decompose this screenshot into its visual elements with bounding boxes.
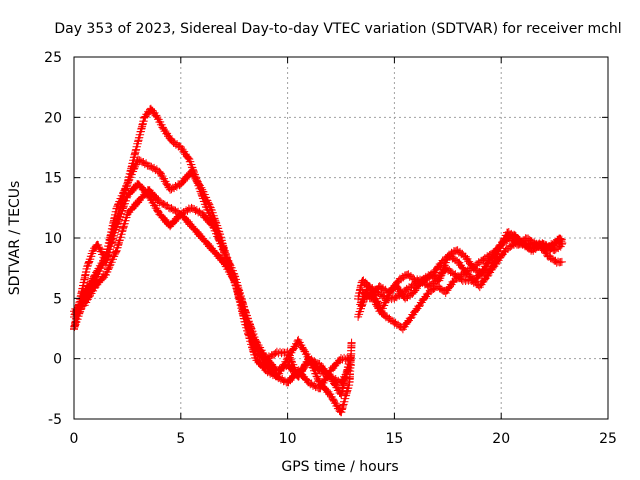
y-axis-label: SDTVAR / TECUs [7,181,23,296]
x-axis-label: GPS time / hours [281,459,398,475]
y-tick-label: 0 [53,352,62,368]
series-markers [358,228,567,303]
x-tick-label: 25 [599,431,617,447]
y-tick-label: 15 [44,171,62,187]
series-track-8 [358,228,567,303]
y-tick-label: -5 [48,412,62,428]
chart-title: Day 353 of 2023, Sidereal Day-to-day VTE… [54,21,621,37]
data-layer [70,104,567,417]
y-tick-label: 25 [44,50,62,66]
y-tick-label: 10 [44,231,62,247]
y-tick-label: 20 [44,110,62,126]
x-tick-label: 15 [385,431,403,447]
x-tick-label: 20 [492,431,510,447]
x-tick-label: 5 [176,431,185,447]
y-tick-label: 5 [53,291,62,307]
tick-layer: 0 5 10 15 20 25 -5 0 5 10 15 20 25 [44,50,617,447]
x-tick-label: 0 [70,431,79,447]
x-tick-label: 10 [279,431,297,447]
